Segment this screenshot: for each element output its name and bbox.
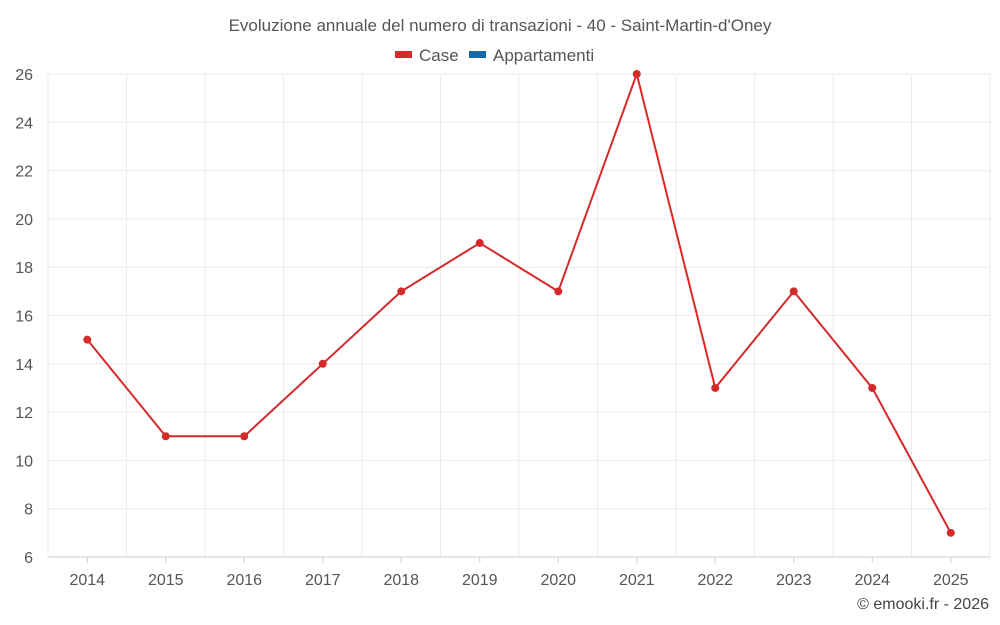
x-tick-label: 2025	[933, 572, 969, 589]
x-tick-label: 2022	[697, 572, 733, 589]
data-point[interactable]	[240, 432, 249, 441]
legend-swatch-appartamenti	[469, 51, 486, 58]
series-line-case	[86, 73, 952, 534]
y-tick-label: 12	[15, 405, 33, 422]
x-tick-label: 2014	[69, 572, 105, 589]
legend-label-case[interactable]: Case	[419, 46, 459, 65]
x-tick-label: 2024	[854, 572, 890, 589]
y-tick-label: 22	[15, 164, 33, 181]
legend-swatch-case	[395, 51, 412, 58]
data-point[interactable]	[475, 239, 484, 248]
data-point[interactable]	[946, 528, 955, 537]
credit-text: © emooki.fr - 2026	[857, 596, 989, 613]
x-tick-label: 2018	[383, 572, 419, 589]
data-point[interactable]	[789, 287, 798, 296]
data-point[interactable]	[632, 70, 641, 78]
y-tick-label: 14	[15, 357, 33, 374]
chart-title: Evoluzione annuale del numero di transaz…	[229, 16, 772, 35]
y-tick-label: 20	[15, 212, 33, 229]
y-tick-label: 16	[15, 309, 33, 326]
y-tick-label: 24	[15, 115, 33, 132]
y-tick-label: 8	[24, 502, 33, 519]
x-tick-label: 2019	[462, 572, 498, 589]
x-tick-label: 2017	[305, 572, 341, 589]
y-tick-label: 10	[15, 453, 33, 470]
data-point[interactable]	[554, 287, 563, 296]
data-point[interactable]	[161, 432, 170, 441]
legend: Case Appartamenti	[395, 46, 594, 65]
data-point[interactable]	[397, 287, 406, 296]
x-tick-label: 2021	[619, 572, 655, 589]
grid	[47, 73, 991, 558]
x-tick-label: 2016	[226, 572, 262, 589]
legend-label-appartamenti[interactable]: Appartamenti	[493, 46, 594, 65]
data-point[interactable]	[711, 383, 720, 392]
y-tick-label: 6	[24, 550, 33, 567]
series	[83, 70, 955, 537]
y-tick-label: 26	[15, 67, 33, 84]
data-point[interactable]	[318, 359, 327, 368]
data-point[interactable]	[868, 383, 877, 392]
x-tick-label: 2023	[776, 572, 812, 589]
y-tick-label: 18	[15, 260, 33, 277]
data-point[interactable]	[83, 335, 92, 344]
x-tick-label: 2015	[148, 572, 184, 589]
x-tick-label: 2020	[540, 572, 576, 589]
